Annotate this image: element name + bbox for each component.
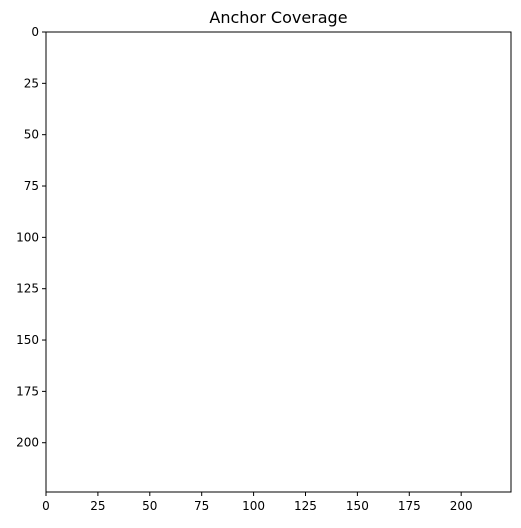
y-tick-label: 50: [24, 128, 39, 142]
x-tick-label: 50: [142, 499, 157, 513]
y-tick-label: 125: [16, 282, 39, 296]
x-tick-label: 150: [346, 499, 369, 513]
y-tick-label: 25: [24, 76, 39, 90]
y-tick-label: 175: [16, 384, 39, 398]
y-tick-label: 75: [24, 179, 39, 193]
plot-frame: [45, 31, 512, 493]
y-tick-label: 100: [16, 230, 39, 244]
y-tick-label: 150: [16, 333, 39, 347]
x-tick-label: 200: [450, 499, 473, 513]
chart-title: Anchor Coverage: [209, 8, 347, 27]
x-tick-label: 175: [398, 499, 421, 513]
x-tick-label: 0: [42, 499, 50, 513]
x-axis: 0 25 50 75 100 125 150 175 200: [42, 492, 473, 513]
x-tick-label: 75: [194, 499, 209, 513]
x-tick-label: 100: [242, 499, 265, 513]
x-tick-label: 125: [294, 499, 317, 513]
y-tick-label: 0: [31, 25, 39, 39]
y-tick-label: 200: [16, 436, 39, 450]
y-axis: 0 25 50 75 100 125 150 175 200: [16, 25, 46, 450]
x-tick-label: 25: [90, 499, 105, 513]
